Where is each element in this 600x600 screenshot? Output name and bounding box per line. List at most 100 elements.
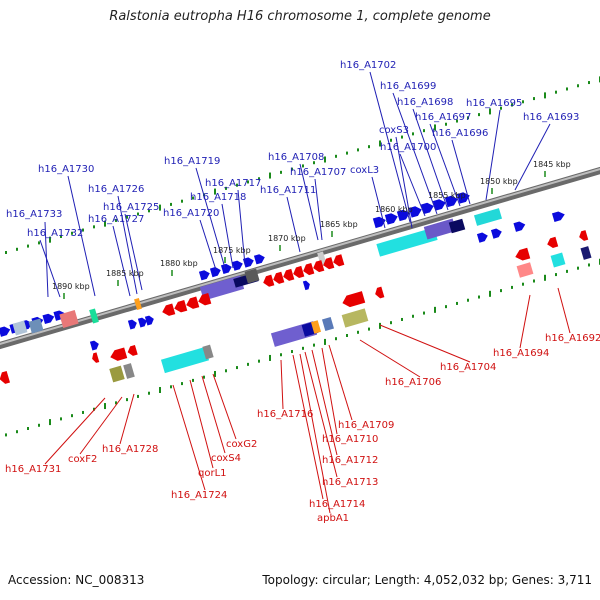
- forward-gene-label: h16_A1699: [380, 81, 436, 92]
- reverse-gene-arrow: [293, 265, 305, 279]
- forward-gene-label: h16_A1718: [190, 192, 246, 203]
- forward-gene-arrow: [242, 257, 254, 268]
- reverse-leader-line: [379, 324, 471, 363]
- reverse-gene-arrow: [323, 257, 335, 270]
- kbp-label: 1885 kbp: [106, 269, 144, 278]
- forward-gene-label: h16_A1719: [164, 156, 220, 167]
- reverse-leader-line: [519, 294, 531, 349]
- forward-leader-line: [514, 123, 551, 191]
- forward-gene-label: h16_A1720: [163, 208, 219, 219]
- forward-gene-label: h16_A1695: [466, 98, 522, 109]
- reverse-leader-line: [304, 351, 338, 478]
- reverse-gene-arrow: [198, 293, 212, 306]
- reverse-gene-label: h16_A1716: [257, 409, 313, 420]
- reverse-leader-line: [119, 393, 135, 445]
- reverse-module: [341, 308, 369, 328]
- forward-gene-label: h16_A1727: [88, 214, 144, 225]
- forward-leader-line: [451, 139, 471, 205]
- forward-gene-arrow: [0, 326, 11, 337]
- forward-gene-label: h16_A1702: [340, 60, 396, 71]
- forward-leader-line: [237, 189, 246, 266]
- kbp-label: 1845 kbp: [533, 160, 571, 169]
- forward-leader-line: [199, 219, 217, 271]
- forward-leader-line: [314, 178, 323, 241]
- reverse-leader-line: [321, 347, 338, 435]
- forward-leader-line: [286, 196, 301, 253]
- forward-gene-arrow: [396, 209, 410, 222]
- reverse-gene-label: h16_A1728: [102, 444, 158, 455]
- reverse-gene-arrow: [127, 344, 138, 356]
- reverse-leader-line: [201, 375, 226, 454]
- forward-gene-arrow: [89, 340, 99, 351]
- forward-gene-label: h16_A1698: [397, 97, 453, 108]
- forward-gene-arrow: [384, 213, 398, 225]
- reverse-leader-line: [359, 339, 421, 378]
- reverse-module: [160, 346, 210, 374]
- reverse-leader-line: [328, 344, 353, 421]
- reverse-module: [550, 252, 566, 268]
- forward-module: [28, 318, 44, 334]
- reverse-gene-arrow: [186, 296, 200, 309]
- forward-leader-line: [395, 136, 413, 229]
- forward-gene-label: h16_A1726: [88, 184, 144, 195]
- kbp-label: 1855 kbp: [428, 191, 466, 200]
- kbp-label: 1870 kbp: [268, 234, 306, 243]
- forward-leader-line: [412, 108, 449, 211]
- reverse-gene-label: h16_A1714: [309, 499, 365, 510]
- reverse-leader-line: [212, 373, 237, 440]
- reverse-module: [202, 344, 214, 360]
- reverse-module: [580, 246, 592, 260]
- forward-gene-arrow: [144, 315, 154, 326]
- forward-gene-label: coxS3: [379, 125, 409, 136]
- reverse-gene-label: h16_A1692: [545, 333, 600, 344]
- forward-gene-label: h16_A1700: [380, 142, 436, 153]
- reverse-gene-label: h16_A1713: [322, 477, 378, 488]
- reverse-leader-line: [44, 397, 106, 465]
- feature-layer: [0, 192, 592, 384]
- forward-gene-arrow: [137, 317, 147, 328]
- kbp-label: 1880 kbp: [160, 259, 198, 268]
- reverse-gene-arrow: [273, 271, 285, 284]
- forward-leader-line: [485, 109, 501, 201]
- forward-gene-arrow: [127, 319, 137, 330]
- forward-gene-label: h16_A1732: [27, 228, 83, 239]
- reverse-gene-label: qorL1: [198, 468, 227, 479]
- reverse-module: [516, 262, 534, 278]
- forward-module: [244, 268, 260, 284]
- kbp-label: 1890 kbp: [52, 282, 90, 291]
- forward-gene-label: h16_A1725: [103, 202, 159, 213]
- forward-gene-arrow: [220, 263, 232, 274]
- forward-gene-arrow: [432, 199, 446, 211]
- reverse-gene-label: h16_A1724: [171, 490, 227, 501]
- reverse-leader-line: [189, 379, 214, 469]
- kbp-label: 1865 kbp: [320, 220, 358, 229]
- forward-module: [12, 320, 28, 336]
- map-title: Ralstonia eutropha H16 chromosome 1, com…: [109, 9, 491, 24]
- forward-leader-line: [39, 239, 61, 298]
- reverse-gene-arrow: [92, 352, 100, 363]
- forward-gene-label: h16_A1693: [523, 112, 579, 123]
- forward-gene-arrow: [456, 192, 470, 204]
- forward-gene-label: h16_A1696: [432, 128, 488, 139]
- forward-module: [423, 218, 457, 240]
- reverse-module: [109, 365, 125, 383]
- forward-leader-line: [299, 163, 319, 241]
- reverse-leader-line: [280, 359, 284, 410]
- reverse-gene-label: h16_A1712: [322, 455, 378, 466]
- forward-gene-label: h16_A1730: [38, 164, 94, 175]
- forward-gene-arrow: [490, 228, 502, 239]
- forward-gene-arrow: [302, 280, 310, 291]
- reverse-gene-arrow: [303, 262, 315, 276]
- forward-gene-arrow: [444, 195, 458, 208]
- leader-layer: [39, 71, 571, 514]
- reverse-gene-arrow: [579, 230, 589, 241]
- reverse-gene-arrow: [342, 291, 366, 308]
- forward-module: [448, 218, 466, 234]
- forward-leader-line: [221, 203, 234, 269]
- reverse-gene-label: h16_A1706: [385, 377, 441, 388]
- reverse-gene-arrow: [547, 236, 559, 248]
- forward-leader-line: [392, 92, 438, 215]
- forward-gene-arrow: [513, 221, 526, 232]
- kbp-label: 1850 kbp: [480, 177, 518, 186]
- forward-module: [473, 208, 503, 226]
